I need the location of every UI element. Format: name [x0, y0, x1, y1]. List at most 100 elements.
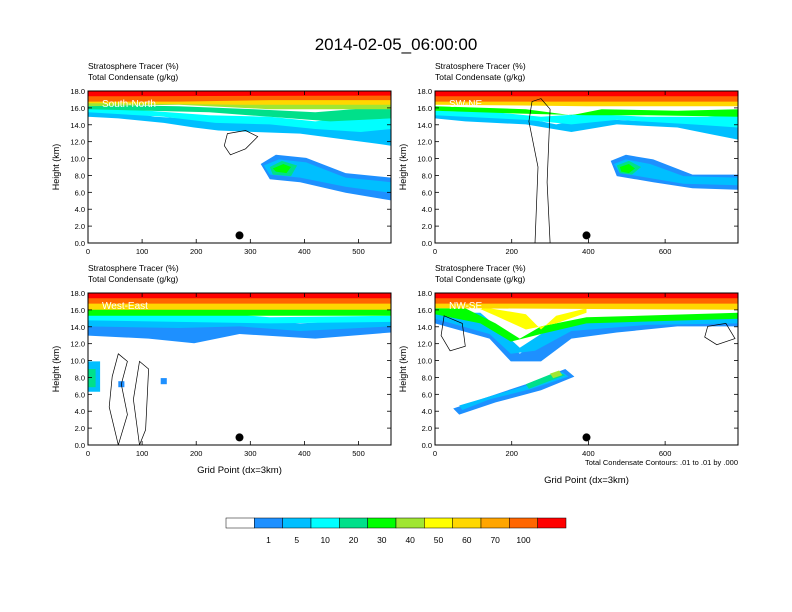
- y-tick-label: 2.0: [75, 424, 85, 433]
- colorbar-swatch: [367, 517, 397, 529]
- tracer-contour-band: [88, 91, 391, 97]
- plot-frame: [87, 90, 392, 244]
- colorbar-label: 1: [266, 535, 271, 545]
- y-tick-label: 6.0: [422, 188, 432, 197]
- tracer-contour-band: [88, 110, 391, 146]
- location-marker: [235, 231, 244, 240]
- panel-label: West-East: [102, 301, 148, 312]
- y-tick-label: 0.0: [422, 239, 432, 248]
- y-tick-label: 6.0: [422, 390, 432, 399]
- plot-frame: [87, 292, 392, 446]
- y-tick-label: 14.0: [417, 323, 432, 332]
- tracer-field: [88, 91, 391, 201]
- y-tick-label: 0.0: [75, 441, 85, 450]
- plot-frame: [434, 90, 739, 244]
- y-axis-label: Height (km): [51, 346, 61, 393]
- tracer-contour-band: [435, 106, 738, 117]
- y-tick-label: 10.0: [417, 155, 432, 164]
- chart-panel: Stratosphere Tracer (%)Total Condensate …: [51, 61, 392, 256]
- colorbar-swatch: [339, 517, 368, 529]
- colorbar-label: 60: [462, 535, 472, 545]
- x-tick-label: 300: [244, 247, 257, 256]
- tracer-contour-band: [435, 110, 738, 128]
- y-tick-label: 4.0: [75, 205, 85, 214]
- location-marker: [235, 433, 244, 442]
- colorbar-swatch: [424, 517, 453, 529]
- tracer-contour-band: [435, 91, 738, 97]
- panel-title-condensate: Total Condensate (g/kg): [435, 274, 525, 284]
- y-tick-label: 14.0: [417, 121, 432, 130]
- panel-title-condensate: Total Condensate (g/kg): [88, 274, 178, 284]
- colorbar-label: 50: [434, 535, 444, 545]
- y-tick-label: 4.0: [75, 407, 85, 416]
- y-tick-label: 8.0: [75, 171, 85, 180]
- panel-title-tracer: Stratosphere Tracer (%): [435, 61, 526, 71]
- tracer-contour-band: [435, 293, 738, 299]
- y-tick-label: 4.0: [422, 407, 432, 416]
- condensate-contour: [704, 323, 736, 346]
- panel-title-tracer: Stratosphere Tracer (%): [435, 263, 526, 273]
- x-tick-label: 400: [582, 247, 595, 256]
- y-tick-label: 12.0: [70, 340, 85, 349]
- x-tick-label: 0: [86, 449, 90, 458]
- colorbar-label: 100: [516, 535, 530, 545]
- x-tick-label: 200: [505, 247, 518, 256]
- condensate-contour: [133, 360, 149, 445]
- y-axis-label: Height (km): [51, 144, 61, 191]
- x-tick-label: 500: [352, 247, 365, 256]
- y-tick-label: 10.0: [70, 155, 85, 164]
- y-tick-label: 14.0: [70, 323, 85, 332]
- x-tick-label: 200: [505, 449, 518, 458]
- y-tick-label: 16.0: [417, 104, 432, 113]
- x-tick-label: 100: [136, 247, 149, 256]
- y-tick-label: 8.0: [422, 373, 432, 382]
- x-tick-label: 100: [136, 449, 149, 458]
- tracer-contour-band: [272, 164, 291, 174]
- tracer-field: [88, 293, 391, 445]
- condensate-contour: [108, 353, 128, 445]
- panel-label: SW-NE: [449, 99, 482, 110]
- panel-title-tracer: Stratosphere Tracer (%): [88, 263, 179, 273]
- colorbar-label: 30: [377, 535, 387, 545]
- y-tick-label: 0.0: [422, 441, 432, 450]
- panel-title-tracer: Stratosphere Tracer (%): [88, 61, 179, 71]
- colorbar-swatch: [225, 517, 255, 529]
- colorbar-swatch: [395, 517, 425, 529]
- y-tick-label: 14.0: [70, 121, 85, 130]
- colorbar-swatch: [254, 517, 283, 529]
- condensate-contour: [440, 315, 466, 352]
- y-tick-label: 8.0: [75, 373, 85, 382]
- x-tick-label: 0: [433, 247, 437, 256]
- chart-panel: Stratosphere Tracer (%)Total Condensate …: [51, 263, 392, 476]
- location-marker: [582, 433, 591, 442]
- tracer-contour-band: [619, 164, 635, 174]
- panel-label: South-North: [102, 99, 156, 110]
- tracer-contour-band: [435, 308, 738, 342]
- x-axis-label: Grid Point (dx=3km): [197, 465, 282, 476]
- y-tick-label: 18.0: [417, 289, 432, 298]
- x-tick-label: 600: [659, 449, 672, 458]
- x-tick-label: 0: [433, 449, 437, 458]
- y-tick-label: 16.0: [417, 306, 432, 315]
- tracer-contour-band: [160, 378, 167, 385]
- y-tick-label: 4.0: [422, 205, 432, 214]
- tracer-contour-band: [435, 312, 738, 354]
- tracer-contour-band: [613, 159, 738, 186]
- x-tick-label: 400: [582, 449, 595, 458]
- y-tick-label: 10.0: [417, 357, 432, 366]
- tracer-contour-band: [88, 104, 391, 122]
- y-tick-label: 2.0: [75, 222, 85, 231]
- colorbar-label: 70: [490, 535, 500, 545]
- tracer-contour-band: [88, 107, 391, 132]
- colorbar-swatch: [537, 517, 567, 529]
- tracer-contour-band: [550, 370, 563, 379]
- panel-title-condensate: Total Condensate (g/kg): [88, 72, 178, 82]
- tracer-contour-band: [88, 293, 391, 299]
- colorbar-swatch: [310, 517, 340, 529]
- colorbar: 1 5 10 20 30 40 50 60 70 100: [225, 517, 567, 545]
- x-tick-label: 400: [298, 247, 311, 256]
- x-tick-label: 500: [352, 449, 365, 458]
- chart-panel: Stratosphere Tracer (%)Total Condensate …: [398, 61, 739, 256]
- x-tick-label: 0: [86, 247, 90, 256]
